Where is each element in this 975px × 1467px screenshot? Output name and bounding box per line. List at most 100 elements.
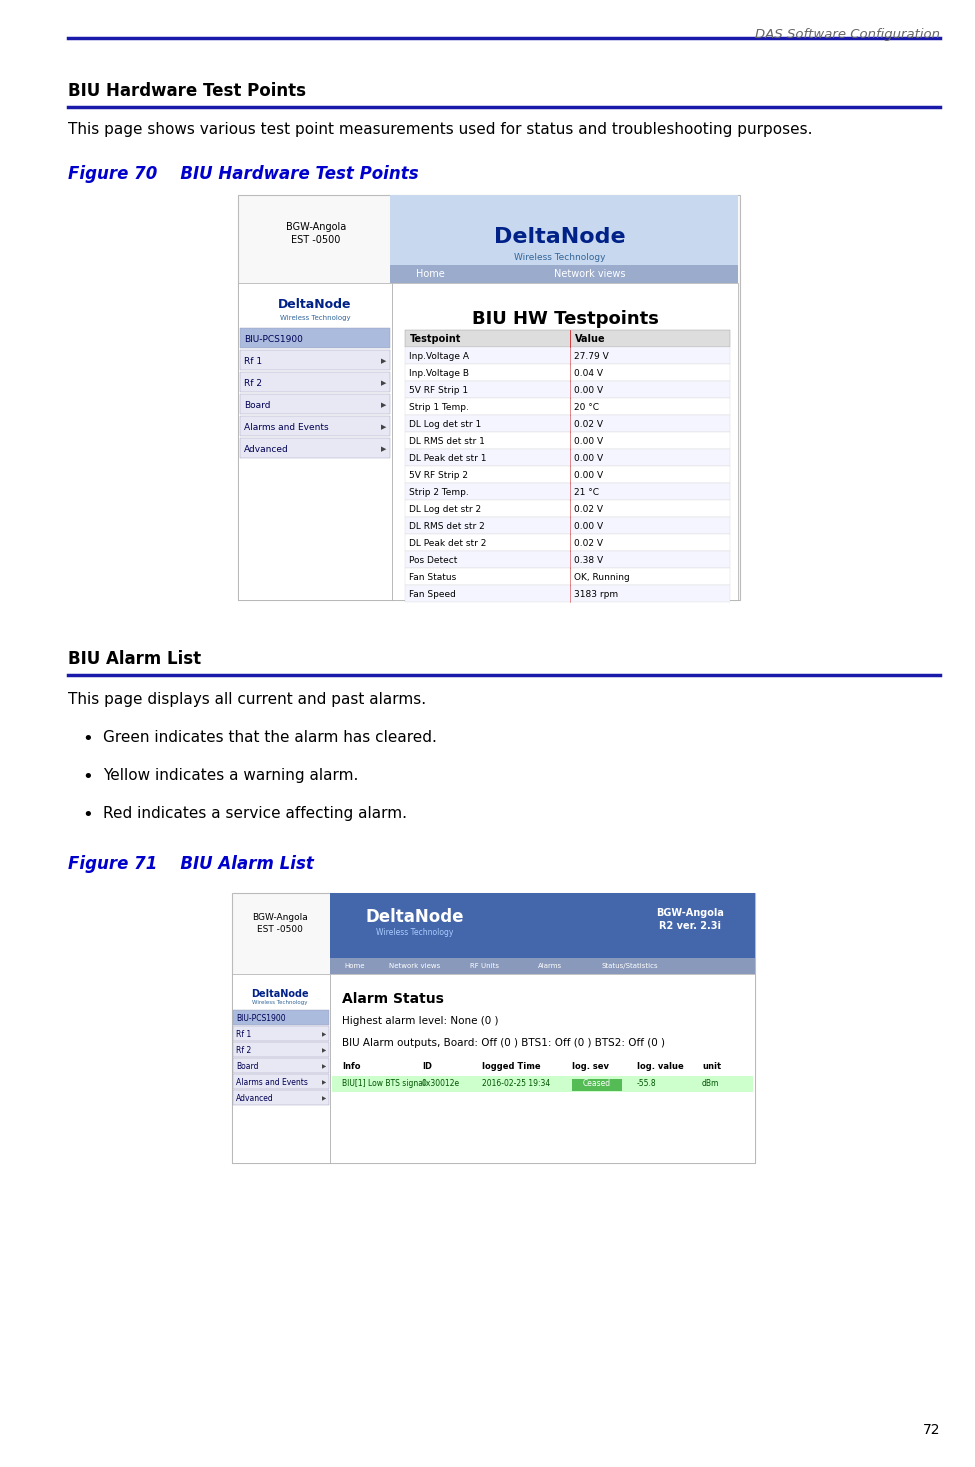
- Text: Alarms and Events: Alarms and Events: [244, 422, 329, 431]
- Text: Red indicates a service affecting alarm.: Red indicates a service affecting alarm.: [103, 805, 407, 822]
- FancyBboxPatch shape: [240, 417, 390, 436]
- FancyBboxPatch shape: [233, 1074, 329, 1089]
- FancyBboxPatch shape: [405, 534, 730, 552]
- Text: •: •: [83, 805, 94, 824]
- Text: 0.00 V: 0.00 V: [574, 522, 604, 531]
- FancyBboxPatch shape: [405, 552, 730, 568]
- Text: Wireless Technology: Wireless Technology: [376, 929, 453, 937]
- Text: DL RMS det str 2: DL RMS det str 2: [409, 522, 485, 531]
- Text: Home: Home: [415, 268, 445, 279]
- Text: BIU Alarm outputs, Board: Off (0 ) BTS1: Off (0 ) BTS2: Off (0 ): BIU Alarm outputs, Board: Off (0 ) BTS1:…: [342, 1039, 665, 1047]
- Text: Rf 2: Rf 2: [236, 1046, 252, 1055]
- Text: Info: Info: [342, 1062, 361, 1071]
- Text: 0.00 V: 0.00 V: [574, 453, 604, 464]
- Text: DeltaNode: DeltaNode: [494, 227, 626, 246]
- Text: 0x30012e: 0x30012e: [422, 1080, 460, 1089]
- Text: Figure 70    BIU Hardware Test Points: Figure 70 BIU Hardware Test Points: [68, 164, 418, 183]
- Text: log. sev: log. sev: [572, 1062, 609, 1071]
- Text: BIU Hardware Test Points: BIU Hardware Test Points: [68, 82, 306, 100]
- FancyBboxPatch shape: [238, 195, 740, 600]
- Text: BIU[1] Low BTS signal: BIU[1] Low BTS signal: [342, 1080, 425, 1089]
- Text: unit: unit: [702, 1062, 722, 1071]
- Text: Fan Status: Fan Status: [409, 574, 456, 582]
- Text: RF Units: RF Units: [471, 962, 499, 970]
- FancyBboxPatch shape: [390, 266, 738, 283]
- Text: ▶: ▶: [322, 1096, 326, 1102]
- Text: BGW-Angola
EST -0500: BGW-Angola EST -0500: [253, 912, 308, 934]
- Text: DL Peak det str 2: DL Peak det str 2: [409, 538, 487, 549]
- Text: Board: Board: [236, 1062, 258, 1071]
- Text: Testpoint: Testpoint: [410, 334, 461, 345]
- Text: 0.38 V: 0.38 V: [574, 556, 604, 565]
- FancyBboxPatch shape: [233, 1009, 329, 1025]
- FancyBboxPatch shape: [240, 329, 390, 348]
- Text: ▶: ▶: [380, 424, 386, 430]
- Text: DeltaNode: DeltaNode: [366, 908, 464, 926]
- FancyBboxPatch shape: [405, 398, 730, 415]
- Text: ▶: ▶: [380, 358, 386, 364]
- Text: BIU HW Testpoints: BIU HW Testpoints: [472, 310, 658, 329]
- FancyBboxPatch shape: [232, 893, 755, 1163]
- FancyBboxPatch shape: [238, 283, 392, 600]
- Text: ▶: ▶: [380, 446, 386, 452]
- FancyBboxPatch shape: [405, 348, 730, 364]
- Text: 0.00 V: 0.00 V: [574, 471, 604, 480]
- Text: Highest alarm level: None (0 ): Highest alarm level: None (0 ): [342, 1017, 498, 1025]
- Text: -55.8: -55.8: [637, 1080, 656, 1089]
- FancyBboxPatch shape: [572, 1080, 622, 1091]
- Text: 21 °C: 21 °C: [574, 489, 599, 497]
- Text: ▶: ▶: [380, 402, 386, 408]
- FancyBboxPatch shape: [405, 483, 730, 500]
- Text: Ceased: Ceased: [583, 1080, 611, 1089]
- FancyBboxPatch shape: [330, 958, 755, 974]
- FancyBboxPatch shape: [332, 1075, 753, 1091]
- Text: log. value: log. value: [637, 1062, 683, 1071]
- FancyBboxPatch shape: [240, 395, 390, 414]
- Text: BIU-PCS1900: BIU-PCS1900: [244, 334, 303, 343]
- Text: ▶: ▶: [322, 1080, 326, 1086]
- Text: •: •: [83, 769, 94, 786]
- Text: Status/Statistics: Status/Statistics: [602, 962, 658, 970]
- Text: DL Log det str 1: DL Log det str 1: [409, 420, 482, 428]
- Text: ▶: ▶: [322, 1047, 326, 1053]
- Text: ▶: ▶: [380, 380, 386, 386]
- FancyBboxPatch shape: [405, 330, 730, 348]
- Text: DL Log det str 2: DL Log det str 2: [409, 505, 481, 513]
- Text: Home: Home: [345, 962, 366, 970]
- FancyBboxPatch shape: [240, 439, 390, 458]
- FancyBboxPatch shape: [330, 893, 755, 958]
- Text: Value: Value: [575, 334, 605, 345]
- Text: This page shows various test point measurements used for status and troubleshoot: This page shows various test point measu…: [68, 122, 812, 136]
- Text: DL Peak det str 1: DL Peak det str 1: [409, 453, 487, 464]
- FancyBboxPatch shape: [405, 449, 730, 467]
- Text: 20 °C: 20 °C: [574, 403, 599, 412]
- Text: 0.02 V: 0.02 V: [574, 420, 603, 428]
- Text: Inp.Voltage B: Inp.Voltage B: [409, 370, 469, 378]
- Text: BIU Alarm List: BIU Alarm List: [68, 650, 201, 667]
- Text: Strip 2 Temp.: Strip 2 Temp.: [409, 489, 469, 497]
- Text: logged Time: logged Time: [482, 1062, 540, 1071]
- Text: Figure 71    BIU Alarm List: Figure 71 BIU Alarm List: [68, 855, 314, 873]
- Text: 0.02 V: 0.02 V: [574, 538, 603, 549]
- FancyBboxPatch shape: [233, 1025, 329, 1042]
- Text: Alarms: Alarms: [538, 962, 562, 970]
- Text: Green indicates that the alarm has cleared.: Green indicates that the alarm has clear…: [103, 731, 437, 745]
- FancyBboxPatch shape: [390, 195, 738, 266]
- Text: ID: ID: [422, 1062, 432, 1071]
- Text: This page displays all current and past alarms.: This page displays all current and past …: [68, 692, 426, 707]
- FancyBboxPatch shape: [240, 373, 390, 392]
- FancyBboxPatch shape: [392, 283, 738, 600]
- Text: Yellow indicates a warning alarm.: Yellow indicates a warning alarm.: [103, 769, 359, 783]
- Text: DL RMS det str 1: DL RMS det str 1: [409, 437, 485, 446]
- Text: 0.04 V: 0.04 V: [574, 370, 603, 378]
- FancyBboxPatch shape: [233, 1058, 329, 1072]
- Text: 0.02 V: 0.02 V: [574, 505, 603, 513]
- Text: Alarm Status: Alarm Status: [342, 992, 444, 1006]
- Text: Alarms and Events: Alarms and Events: [236, 1078, 308, 1087]
- Text: Rf 1: Rf 1: [244, 356, 262, 365]
- FancyBboxPatch shape: [240, 351, 390, 370]
- FancyBboxPatch shape: [405, 381, 730, 398]
- FancyBboxPatch shape: [330, 974, 755, 1163]
- Text: BIU-PCS1900: BIU-PCS1900: [236, 1014, 286, 1022]
- Text: Network views: Network views: [554, 268, 626, 279]
